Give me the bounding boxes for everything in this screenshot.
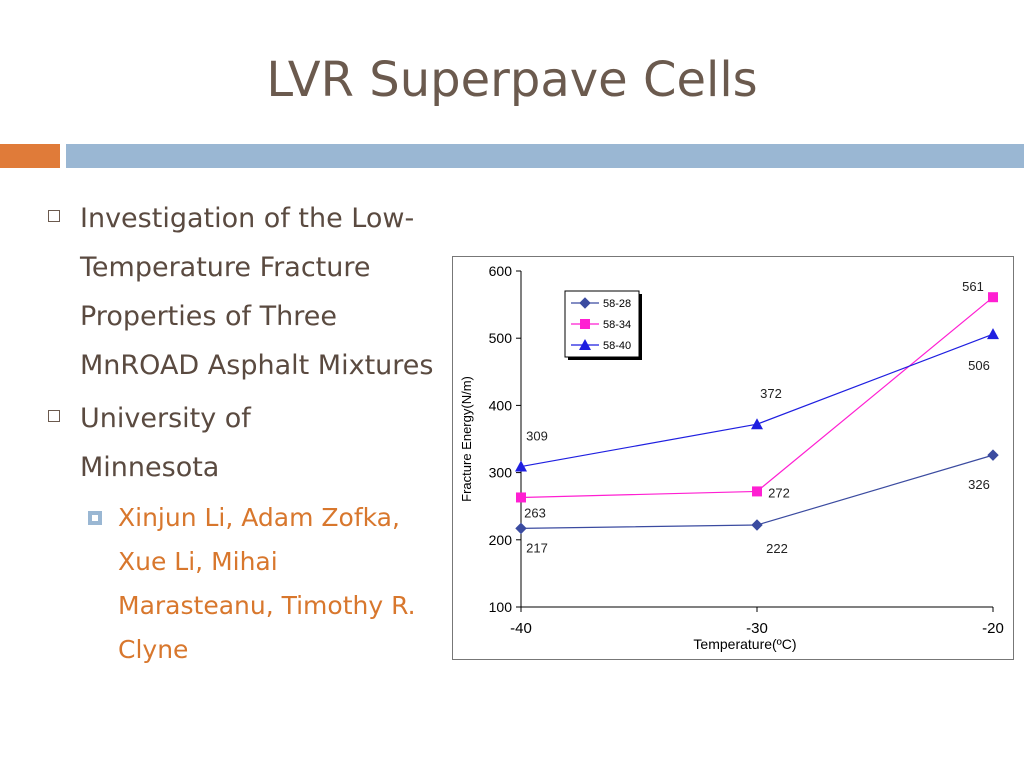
sub-bullet-icon xyxy=(88,511,102,525)
x-tick-label: -30 xyxy=(746,620,768,637)
series-point xyxy=(751,519,763,531)
legend-label: 58-40 xyxy=(603,340,631,352)
legend-box xyxy=(564,290,640,358)
y-tick-label: 100 xyxy=(489,599,513,615)
x-tick-label: -40 xyxy=(510,620,532,637)
data-label: 272 xyxy=(768,485,790,500)
square-bullet-icon xyxy=(48,410,60,422)
bullet-text: University of Minnesota xyxy=(80,403,251,483)
legend-label: 58-28 xyxy=(603,298,631,310)
accent-bar-blue xyxy=(66,144,1024,168)
bullet-list: Investigation of the Low-Temperature Fra… xyxy=(48,194,448,672)
data-label: 561 xyxy=(962,279,984,294)
legend-label: 58-34 xyxy=(603,319,631,331)
series-point xyxy=(579,339,591,350)
accent-bar-orange xyxy=(0,144,60,168)
series-point xyxy=(580,319,590,329)
data-label: 506 xyxy=(968,358,990,373)
chart-frame: 100 200 300 400 500 600 -40 -30 -20 Temperature(º… xyxy=(452,256,1014,660)
y-tick-label: 400 xyxy=(489,397,513,413)
series-point xyxy=(752,486,762,497)
fracture-energy-chart: 100 200 300 400 500 600 -40 -30 -20 Temperature(º… xyxy=(459,263,1004,652)
x-axis-label: Temperature(ºC) xyxy=(693,636,796,652)
series-point xyxy=(987,328,999,340)
series-point xyxy=(516,492,526,503)
series-point xyxy=(988,292,998,303)
sub-bullet-item: Xinjun Li, Adam Zofka, Xue Li, Mihai Mar… xyxy=(88,496,428,672)
bullet-item: University of Minnesota xyxy=(48,394,330,492)
y-axis-label: Fracture Energy(N/m) xyxy=(459,376,474,502)
series-point xyxy=(579,297,591,309)
square-bullet-icon xyxy=(48,210,60,222)
y-tick-label: 500 xyxy=(489,330,513,346)
data-label: 372 xyxy=(760,386,782,401)
series-point xyxy=(515,522,527,535)
y-tick-label: 200 xyxy=(489,532,513,548)
slide-title: LVR Superpave Cells xyxy=(266,52,758,108)
data-label: 217 xyxy=(526,540,548,555)
series-point xyxy=(515,460,527,472)
data-label: 263 xyxy=(524,505,546,520)
x-tick-label: -20 xyxy=(982,620,1004,637)
sub-bullet-text: Xinjun Li, Adam Zofka, Xue Li, Mihai Mar… xyxy=(118,503,416,664)
data-label: 309 xyxy=(526,429,548,444)
data-label: 222 xyxy=(766,541,788,556)
bullet-text: Investigation of the Low-Temperature Fra… xyxy=(80,203,434,381)
y-tick-label: 300 xyxy=(489,465,513,481)
series-point xyxy=(751,418,763,430)
data-label: 326 xyxy=(968,477,990,492)
y-tick-label: 600 xyxy=(489,263,513,279)
bullet-item: Investigation of the Low-Temperature Fra… xyxy=(48,194,450,390)
series-point xyxy=(987,449,999,461)
